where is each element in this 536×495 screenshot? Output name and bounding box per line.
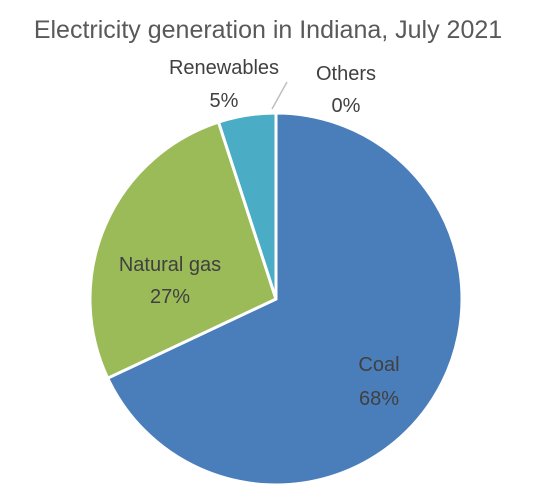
slice-label-others-name: Others bbox=[316, 63, 376, 85]
slice-label-natural-gas-name: Natural gas bbox=[119, 254, 221, 276]
slice-label-coal-value: 68% bbox=[359, 388, 399, 410]
slice-label-natural-gas-value: 27% bbox=[150, 286, 190, 308]
slice-label-coal-name: Coal bbox=[358, 354, 399, 376]
pie-labels: Renewables 5% Others 0% Natural gas 27% … bbox=[119, 57, 400, 410]
slice-label-renewables-name: Renewables bbox=[169, 57, 279, 79]
pie-slice-coal bbox=[106, 111, 464, 487]
pie-slice-natural-gas bbox=[88, 120, 278, 380]
others-leader-line bbox=[271, 81, 288, 110]
pie-slices bbox=[88, 111, 464, 487]
slice-label-renewables-value: 5% bbox=[210, 90, 239, 112]
chart-title: Electricity generation in Indiana, July … bbox=[34, 16, 502, 44]
slice-label-others-value: 0% bbox=[332, 95, 361, 117]
